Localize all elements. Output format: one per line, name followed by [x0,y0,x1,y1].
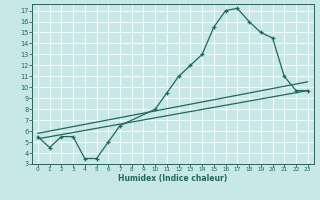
X-axis label: Humidex (Indice chaleur): Humidex (Indice chaleur) [118,174,228,183]
